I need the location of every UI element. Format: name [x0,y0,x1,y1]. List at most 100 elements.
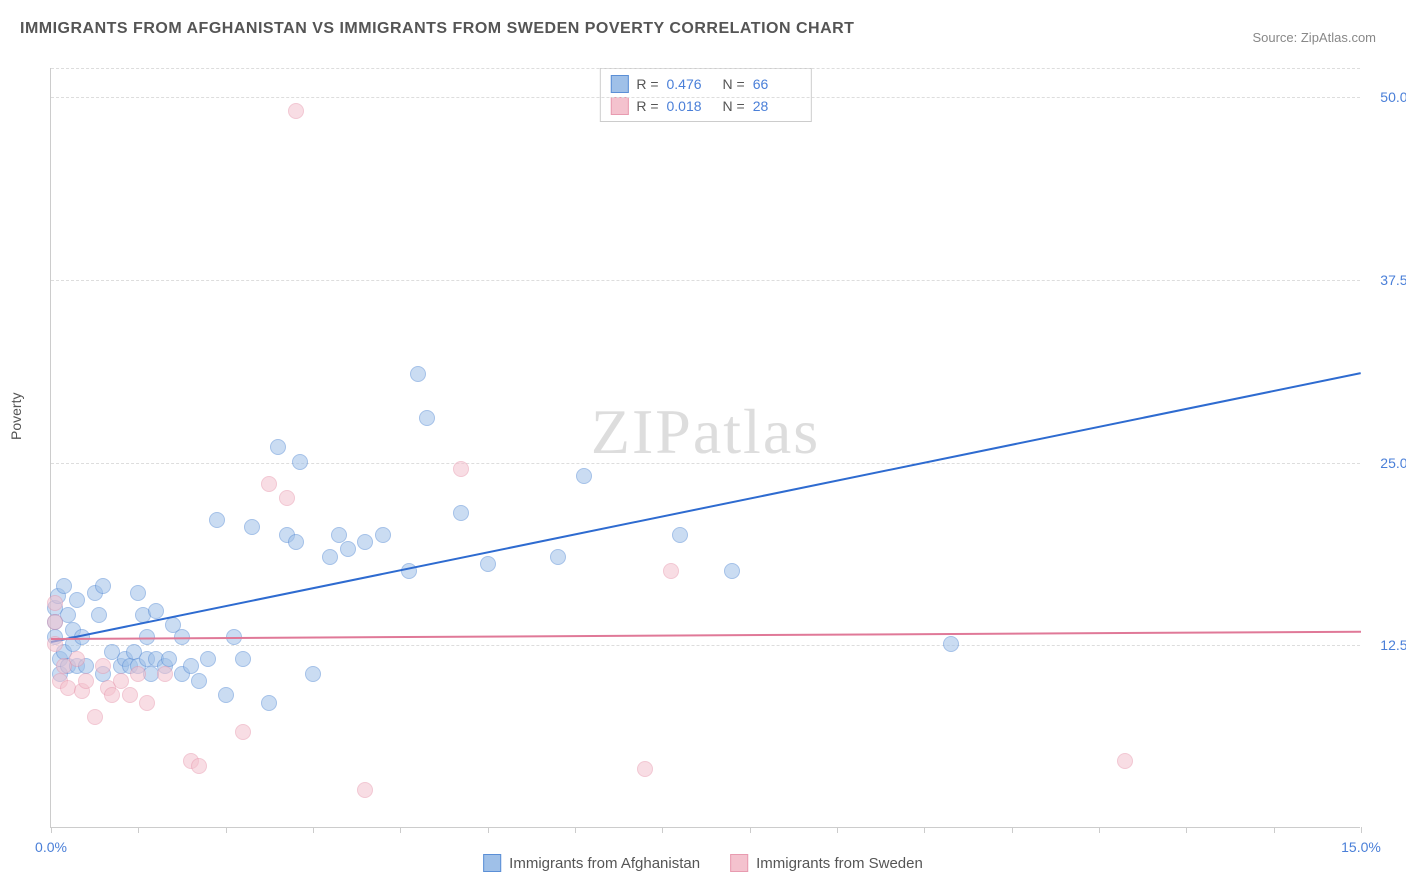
data-point [453,505,469,521]
legend-r-label: R = [636,76,658,92]
data-point [47,595,63,611]
data-point [331,527,347,543]
x-tick [313,827,314,833]
legend-row: R = 0.018 N = 28 [610,95,800,117]
grid-line [51,68,1360,69]
data-point [91,607,107,623]
legend-swatch [610,97,628,115]
data-point [375,527,391,543]
x-tick [1361,827,1362,833]
legend-r-value: 0.476 [667,76,715,92]
x-tick [750,827,751,833]
correlation-legend: R = 0.476 N = 66 R = 0.018 N = 28 [599,68,811,122]
y-tick-label: 25.0% [1365,455,1406,471]
data-point [357,534,373,550]
data-point [322,549,338,565]
data-point [200,651,216,667]
data-point [47,614,63,630]
x-tick [1012,827,1013,833]
x-tick [226,827,227,833]
data-point [95,578,111,594]
data-point [288,534,304,550]
data-point [357,782,373,798]
legend-swatch [610,75,628,93]
series-legend: Immigrants from Afghanistan Immigrants fr… [483,854,923,872]
x-tick-label: 15.0% [1341,839,1381,855]
y-tick-label: 12.5% [1365,637,1406,653]
x-tick-label: 0.0% [35,839,67,855]
trend-line [51,631,1361,640]
legend-n-value: 28 [753,98,801,114]
x-tick [488,827,489,833]
x-tick [924,827,925,833]
data-point [235,724,251,740]
scatter-plot: ZIPatlas R =0.476N =66R =0.018N =28 12.5… [50,68,1360,828]
data-point [270,439,286,455]
data-point [244,519,260,535]
data-point [130,585,146,601]
x-tick [400,827,401,833]
data-point [453,461,469,477]
legend-n-value: 66 [753,76,801,92]
data-point [209,512,225,528]
data-point [480,556,496,572]
grid-line [51,645,1360,646]
x-tick [51,827,52,833]
watermark: ZIPatlas [591,395,820,469]
legend-n-label: N = [723,98,745,114]
data-point [288,103,304,119]
data-point [191,673,207,689]
data-point [183,658,199,674]
data-point [550,549,566,565]
data-point [576,468,592,484]
data-point [292,454,308,470]
data-point [56,578,72,594]
y-axis-label: Poverty [8,393,24,440]
legend-swatch [483,854,501,872]
data-point [69,651,85,667]
data-point [161,651,177,667]
data-point [69,592,85,608]
data-point [943,636,959,652]
data-point [279,490,295,506]
y-tick-label: 50.0% [1365,89,1406,105]
x-tick [837,827,838,833]
legend-item: Immigrants from Afghanistan [483,854,700,872]
data-point [419,410,435,426]
legend-r-label: R = [636,98,658,114]
data-point [1117,753,1133,769]
x-tick [662,827,663,833]
x-tick [1099,827,1100,833]
data-point [637,761,653,777]
data-point [672,527,688,543]
data-point [113,673,129,689]
x-tick [1274,827,1275,833]
legend-label: Immigrants from Afghanistan [509,855,700,872]
data-point [95,658,111,674]
watermark-bold: ZIP [591,396,693,467]
x-tick [575,827,576,833]
data-point [340,541,356,557]
data-point [663,563,679,579]
data-point [410,366,426,382]
data-point [724,563,740,579]
grid-line [51,280,1360,281]
data-point [139,695,155,711]
legend-r-value: 0.018 [667,98,715,114]
data-point [157,666,173,682]
data-point [104,687,120,703]
data-point [261,695,277,711]
data-point [122,687,138,703]
data-point [191,758,207,774]
data-point [130,666,146,682]
legend-n-label: N = [723,76,745,92]
source-label: Source: ZipAtlas.com [1252,30,1376,45]
legend-label: Immigrants from Sweden [756,855,923,872]
chart-title: IMMIGRANTS FROM AFGHANISTAN VS IMMIGRANT… [20,20,854,38]
data-point [235,651,251,667]
trend-line [51,372,1361,643]
data-point [78,673,94,689]
data-point [305,666,321,682]
legend-swatch [730,854,748,872]
watermark-light: atlas [693,396,820,467]
